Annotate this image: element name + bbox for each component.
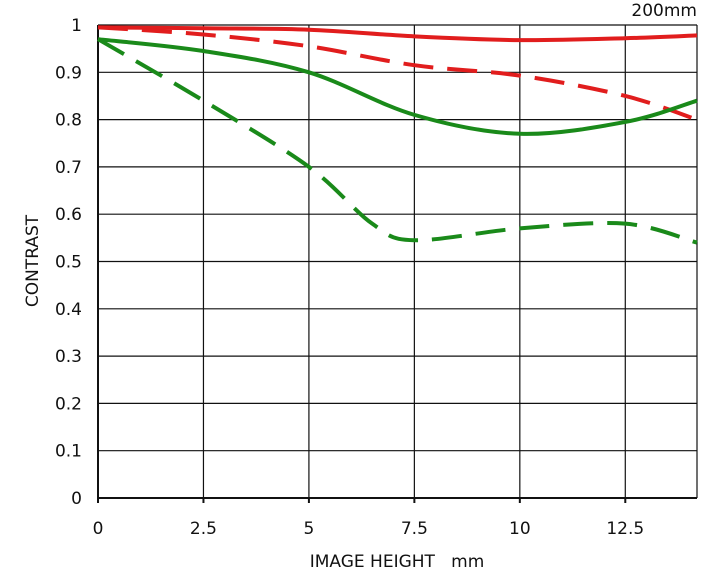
- y-tick-label: 0.9: [55, 63, 82, 83]
- y-tick-label: 0: [71, 489, 82, 509]
- y-tick-label: 1: [71, 16, 82, 36]
- x-tick-label: 7.5: [401, 519, 428, 539]
- series-line-3: [96, 37, 698, 245]
- y-axis-title: CONTRAST: [23, 214, 43, 307]
- y-tick-label: 0.8: [55, 111, 82, 131]
- series-line-0: [97, 25, 698, 43]
- y-tick-label: 0.1: [55, 442, 82, 462]
- tick-labels: 0 2.5 5 7.5 10 12.5 0 0.1 0.2 0.3 0.4 0.5 0.6 0.7 0.8 0…: [55, 16, 644, 539]
- y-tick-label: 0.7: [55, 158, 82, 178]
- x-tick-label: 0: [93, 519, 104, 539]
- y-tick-label: 0.5: [55, 253, 82, 273]
- y-tick-label: 0.6: [55, 205, 82, 225]
- series-line-1: [97, 25, 698, 122]
- x-tick-label: 12.5: [606, 519, 644, 539]
- focal-length-label: 200mm: [631, 1, 697, 21]
- series-line-2: [97, 37, 698, 136]
- x-tick-label: 2.5: [190, 519, 217, 539]
- y-tick-label: 0.3: [55, 347, 82, 367]
- y-tick-label: 0.4: [55, 300, 82, 320]
- x-axis-title: IMAGE HEIGHT mm: [310, 552, 485, 570]
- grid: [97, 24, 698, 503]
- x-tick-label: 10: [509, 519, 531, 539]
- y-tick-label: 0.2: [55, 394, 82, 414]
- x-tick-label: 5: [304, 519, 315, 539]
- series-group: [96, 25, 698, 245]
